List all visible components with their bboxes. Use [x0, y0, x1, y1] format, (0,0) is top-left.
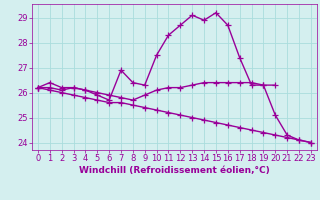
- X-axis label: Windchill (Refroidissement éolien,°C): Windchill (Refroidissement éolien,°C): [79, 166, 270, 175]
